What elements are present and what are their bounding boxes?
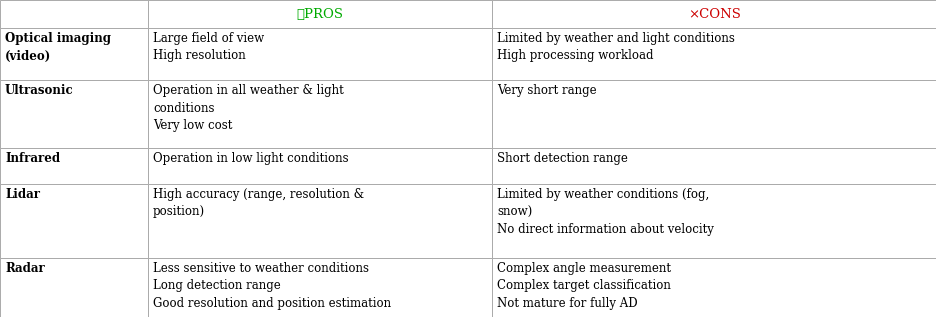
Text: Operation in low light conditions: Operation in low light conditions: [153, 152, 348, 165]
Text: Lidar: Lidar: [5, 188, 40, 201]
Text: Ultrasonic: Ultrasonic: [5, 84, 74, 97]
Text: Large field of view
High resolution: Large field of view High resolution: [153, 32, 264, 62]
Bar: [0, 184, 148, 258]
Bar: [492, 80, 936, 148]
Text: Limited by weather and light conditions
High processing workload: Limited by weather and light conditions …: [497, 32, 735, 62]
Bar: [148, 258, 492, 317]
Bar: [492, 148, 936, 184]
Text: ✓PROS: ✓PROS: [297, 8, 344, 21]
Bar: [0, 80, 148, 148]
Bar: [148, 0, 492, 28]
Bar: [492, 28, 936, 80]
Bar: [0, 28, 148, 80]
Bar: [0, 0, 148, 28]
Text: ×CONS: ×CONS: [688, 8, 740, 21]
Bar: [148, 148, 492, 184]
Text: Infrared: Infrared: [5, 152, 60, 165]
Text: Very short range: Very short range: [497, 84, 597, 97]
Text: Optical imaging
(video): Optical imaging (video): [5, 32, 111, 62]
Text: Less sensitive to weather conditions
Long detection range
Good resolution and po: Less sensitive to weather conditions Lon…: [153, 262, 391, 310]
Text: Short detection range: Short detection range: [497, 152, 628, 165]
Text: High accuracy (range, resolution &
position): High accuracy (range, resolution & posit…: [153, 188, 364, 218]
Bar: [0, 148, 148, 184]
Text: Operation in all weather & light
conditions
Very low cost: Operation in all weather & light conditi…: [153, 84, 344, 132]
Text: Complex angle measurement
Complex target classification
Not mature for fully AD: Complex angle measurement Complex target…: [497, 262, 671, 310]
Bar: [492, 184, 936, 258]
Bar: [148, 184, 492, 258]
Bar: [148, 80, 492, 148]
Bar: [492, 258, 936, 317]
Text: Radar: Radar: [5, 262, 45, 275]
Text: Limited by weather conditions (fog,
snow)
No direct information about velocity: Limited by weather conditions (fog, snow…: [497, 188, 714, 236]
Bar: [492, 0, 936, 28]
Bar: [148, 28, 492, 80]
Bar: [0, 258, 148, 317]
